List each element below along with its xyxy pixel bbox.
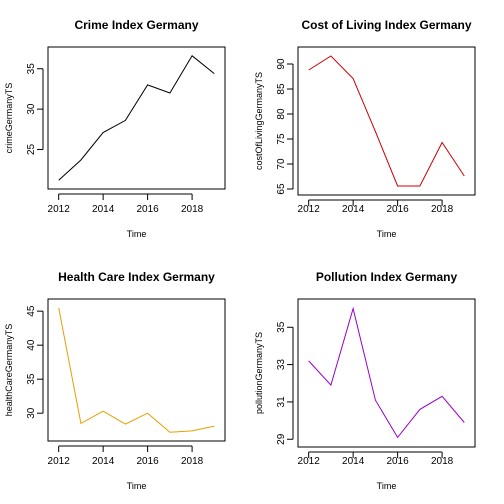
chart-2-plot-frame <box>297 46 476 196</box>
chart-2-x-tick-label: 2012 <box>298 204 321 215</box>
chart-2-title: Cost of Living Index Germany <box>301 18 471 32</box>
chart-4-title: Pollution Index Germany <box>316 270 458 284</box>
chart-1-y-tick-label: 35 <box>26 63 37 75</box>
chart-2-y-tick-label: 85 <box>276 83 287 95</box>
chart-4-plot-frame <box>297 298 476 448</box>
chart-3-y-tick-label: 30 <box>26 407 37 419</box>
chart-3-plot-frame <box>47 298 226 442</box>
chart-1-title: Crime Index Germany <box>74 18 198 32</box>
chart-1-x-axis-label: Time <box>127 229 147 239</box>
chart-4-x-axis-label: Time <box>377 481 397 491</box>
chart-3-x-tick-label: 2012 <box>48 456 71 467</box>
chart-3-y-tick-label: 35 <box>26 373 37 385</box>
chart-4-x-tick-label: 2018 <box>431 456 454 467</box>
chart-1-x-tick-label: 2014 <box>92 204 115 215</box>
chart-3-x-tick-label: 2016 <box>136 456 159 467</box>
chart-1-x-tick-label: 2018 <box>181 204 204 215</box>
chart-2-y-tick-label: 80 <box>276 108 287 120</box>
chart-4-x-tick-label: 2016 <box>386 456 409 467</box>
chart-3-y-tick-label: 40 <box>26 339 37 351</box>
chart-2-y-tick-label: 75 <box>276 133 287 145</box>
chart-3-series-line <box>58 307 215 433</box>
chart-1-y-tick-label: 30 <box>26 103 37 115</box>
chart-3-x-tick-label: 2018 <box>181 456 204 467</box>
chart-3-title: Health Care Index Germany <box>58 270 215 284</box>
chart-4-y-tick-label: 29 <box>276 433 287 445</box>
chart-2-x-tick-label: 2018 <box>431 204 454 215</box>
chart-3-y-tick-label: 45 <box>26 305 37 317</box>
chart-3-x-axis-label: Time <box>127 481 147 491</box>
chart-2-y-tick-label: 90 <box>276 58 287 70</box>
chart-1-x-tick-label: 2016 <box>136 204 159 215</box>
chart-1-y-tick-label: 25 <box>26 143 37 155</box>
chart-4-y-tick-label: 33 <box>276 359 287 371</box>
chart-4-x-tick-label: 2014 <box>342 456 365 467</box>
chart-2-y-axis-label: costOfLivingGermanyTS <box>254 72 264 170</box>
chart-4-y-tick-label: 31 <box>276 396 287 408</box>
chart-1-series-line <box>58 55 215 181</box>
chart-2-y-tick-label: 70 <box>276 158 287 170</box>
chart-4-y-tick-label: 35 <box>276 321 287 333</box>
chart-3-x-tick-label: 2014 <box>92 456 115 467</box>
chart-2-x-axis-label: Time <box>377 229 397 239</box>
chart-2-y-tick-label: 65 <box>276 183 287 195</box>
chart-2-x-tick-label: 2014 <box>342 204 365 215</box>
chart-4-x-tick-label: 2012 <box>298 456 321 467</box>
chart-1-x-tick-label: 2012 <box>48 204 71 215</box>
chart-1-plot-frame <box>47 46 226 190</box>
chart-1-y-axis-label: crimeGermanyTS <box>4 83 14 154</box>
chart-2-series-line <box>308 55 465 187</box>
chart-4-series-line <box>308 306 465 439</box>
chart-4-y-axis-label: pollutionGermanyTS <box>254 332 264 414</box>
chart-2-x-tick-label: 2016 <box>386 204 409 215</box>
chart-3-y-axis-label: healthCareGermanyTS <box>4 324 14 417</box>
